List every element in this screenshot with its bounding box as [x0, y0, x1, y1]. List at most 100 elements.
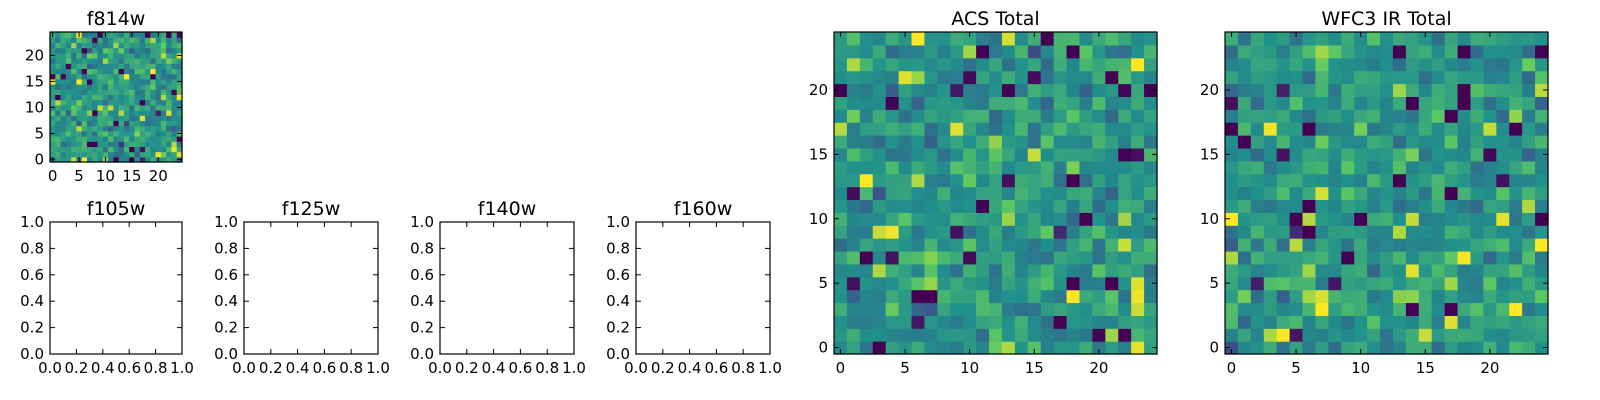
heatmap-cell [885, 160, 900, 175]
heatmap-cell [1027, 147, 1042, 162]
heatmap-cell [65, 47, 72, 54]
heatmap-cell [76, 125, 83, 132]
heatmap-cell [1053, 302, 1068, 316]
heatmap-cell [113, 115, 120, 121]
heatmap-cell [1105, 122, 1119, 136]
heatmap-cell [859, 212, 874, 226]
heatmap-cell [134, 141, 141, 147]
heatmap-cell [911, 328, 926, 342]
heatmap-cell [160, 120, 167, 127]
heatmap-cell [150, 115, 157, 121]
heatmap-cell [1354, 160, 1368, 175]
heatmap-cell [950, 289, 964, 304]
heatmap-cell [1509, 225, 1523, 239]
heatmap-cell [1250, 276, 1265, 291]
heatmap-cell [129, 130, 136, 137]
heatmap-cell [102, 104, 109, 111]
heatmap-cell [1328, 225, 1342, 239]
heatmap-cell [1027, 186, 1042, 201]
heatmap-cell [1483, 225, 1497, 239]
heatmap-cell [1354, 225, 1368, 239]
heatmap-cell [97, 47, 104, 54]
heatmap-cell [846, 32, 861, 46]
heatmap-cell [1367, 186, 1381, 201]
heatmap-cell [1392, 315, 1407, 329]
heatmap-cell [924, 238, 938, 252]
heatmap-cell [92, 120, 99, 127]
heatmap-cell [92, 78, 99, 85]
heatmap-cell [1276, 32, 1291, 46]
heatmap-cell [1276, 122, 1291, 136]
heatmap-cell [1535, 263, 1549, 278]
heatmap-cell [86, 58, 93, 64]
heatmap-cell [1444, 173, 1459, 188]
heatmap-cell [1276, 109, 1291, 123]
heatmap-cell [963, 109, 977, 123]
heatmap-cell [113, 63, 120, 69]
heatmap-cell [924, 302, 938, 316]
heatmap-cell [1392, 32, 1407, 46]
heatmap-cell [1001, 302, 1016, 316]
heatmap-cell [1237, 315, 1252, 329]
heatmap-cell [150, 136, 157, 142]
heatmap-cell [145, 42, 151, 49]
heatmap-cell [1027, 328, 1042, 342]
heatmap-cell [1302, 238, 1317, 252]
heatmap-cell [134, 73, 141, 80]
heatmap-cell [1315, 302, 1329, 316]
heatmap-cell [86, 120, 93, 127]
heatmap-cell [76, 89, 83, 95]
heatmap-cell [885, 276, 900, 291]
heatmap-cell [859, 289, 874, 304]
heatmap-cell [76, 151, 83, 158]
heatmap-cell [86, 130, 93, 137]
heatmap-cell [86, 89, 93, 95]
heatmap-cell [1392, 250, 1407, 265]
heatmap-cell [1263, 276, 1278, 291]
heatmap-cell [139, 99, 146, 106]
heatmap-cell [102, 52, 109, 59]
heatmap-cell [1367, 147, 1381, 162]
heatmap-cell [1457, 276, 1472, 291]
heatmap-cell [171, 130, 178, 137]
heatmap-cell [1354, 276, 1368, 291]
heatmap-cell [1040, 263, 1055, 278]
heatmap-cell [1470, 122, 1484, 136]
heatmap-cell [81, 52, 88, 59]
heatmap-cell [1014, 109, 1029, 123]
heatmap-cell [76, 146, 83, 153]
heatmap-cell [1105, 147, 1119, 162]
heatmap-cell [92, 151, 99, 158]
heatmap-cell [1105, 70, 1119, 85]
heatmap-cell [145, 73, 151, 80]
heatmap-cell [1483, 96, 1497, 110]
heatmap-cell [160, 68, 167, 75]
heatmap-cell [97, 32, 104, 38]
heatmap-cell [160, 125, 167, 132]
heatmap-cell [1066, 199, 1081, 213]
heatmap-cell [950, 147, 964, 162]
heatmap-cell [1535, 32, 1549, 46]
heatmap-cell [60, 78, 67, 85]
heatmap-cell [92, 89, 99, 95]
heatmap-cell [1263, 96, 1278, 110]
heatmap-cell [60, 146, 67, 153]
heatmap-cell [71, 104, 77, 111]
heatmap-cell [898, 96, 913, 110]
heatmap-cell [976, 96, 990, 110]
heatmap-cell [1302, 160, 1317, 175]
heatmap-cell [139, 156, 146, 163]
heatmap-cell [145, 115, 151, 121]
heatmap-cell [102, 73, 109, 80]
heatmap-cell [1040, 186, 1055, 201]
heatmap-cell [102, 78, 109, 85]
heatmap-cell [139, 120, 146, 127]
heatmap-cell [1001, 289, 1016, 304]
heatmap-cell [1144, 199, 1158, 213]
heatmap-cell [129, 136, 136, 142]
heatmap-cell [71, 78, 77, 85]
heatmap-cell [1367, 302, 1381, 316]
heatmap-cell [911, 276, 926, 291]
heatmap-cell [1014, 250, 1029, 265]
